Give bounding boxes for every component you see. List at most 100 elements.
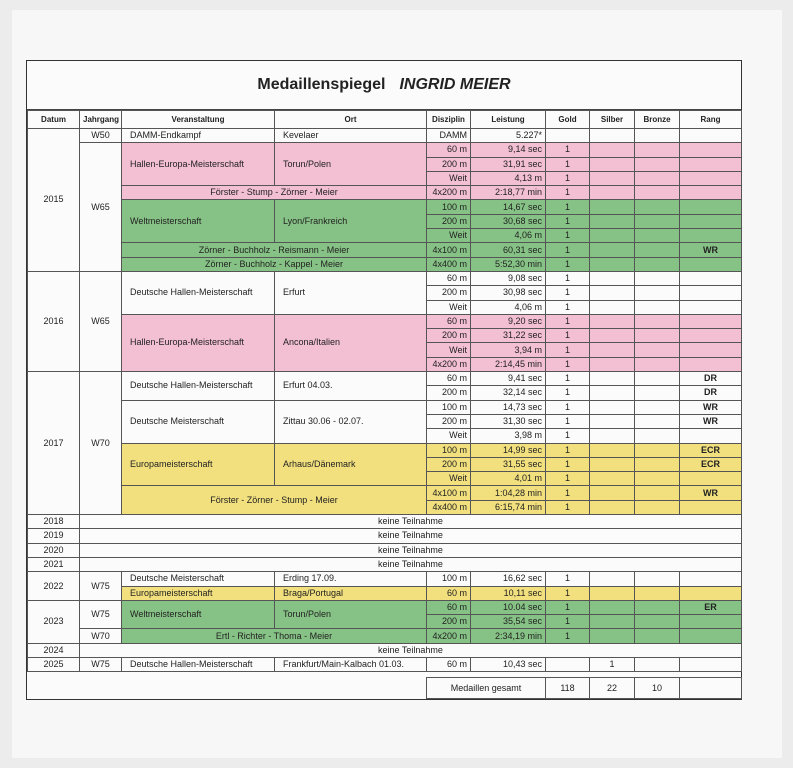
leistung-cell: 9,41 sec: [470, 371, 546, 387]
datum-cell: 2023: [27, 599, 80, 644]
gold-cell: 1: [545, 270, 590, 287]
disziplin-cell: 60 m: [426, 270, 471, 287]
rang-cell: ECR: [679, 456, 742, 473]
datum-cell: 2022: [27, 571, 80, 601]
bronze-cell: [634, 585, 680, 601]
result-row: Deutsche Meisterschaft Zittau 30.06 - 02.…: [28, 399, 742, 444]
silber-cell: [589, 356, 635, 373]
note-cell: keine Teilnahme: [79, 556, 742, 573]
bronze-cell: [634, 599, 680, 616]
result-row: 2022 W75 Deutsche Meisterschaft Erding 17.0…: [27, 571, 742, 601]
leistung-cell: 9,14 sec: [470, 142, 546, 158]
bronze-cell: [634, 628, 680, 644]
disziplin-cell: 4x100 m: [426, 242, 471, 258]
rang-cell: [679, 185, 742, 201]
ort-cell: Braga/Portugal: [274, 585, 427, 601]
silber-cell: 1: [589, 656, 635, 673]
bronze-cell: [634, 199, 680, 215]
athlete-name: INGRID MEIER: [399, 76, 511, 93]
rang-cell: [679, 356, 742, 373]
rang-cell: [679, 471, 742, 487]
leistung-cell: 31,91 sec: [470, 156, 546, 172]
jahrgang-cell: W65: [79, 270, 122, 373]
column-header: Datum: [27, 110, 80, 129]
gold-cell: 1: [545, 399, 590, 415]
silber-cell: [589, 170, 635, 187]
ort-cell: Frankfurt/Main-Kalbach 01.03.: [274, 656, 427, 673]
result-row: Weltmeisterschaft Lyon/Frankreich 100 m 14,…: [28, 199, 742, 244]
bronze-cell: [634, 285, 680, 301]
veranstaltung-cell: Deutsche Hallen-Meisterschaft: [121, 270, 275, 315]
ort-cell: Torun/Polen: [274, 599, 427, 630]
rang-cell: [679, 256, 742, 272]
disziplin-cell: Weit: [426, 299, 471, 315]
disziplin-cell: 4x200 m: [426, 628, 471, 644]
team-cell: Ertl - Richter - Thoma - Meier: [121, 628, 427, 644]
jahrgang-cell: W50: [79, 127, 122, 144]
rang-cell: [679, 127, 742, 144]
result-row: 200 m 31,22 sec 1: [28, 328, 742, 344]
silber-total: 22: [589, 677, 635, 700]
disziplin-cell: Weit: [426, 170, 471, 187]
result-row: 2016 W65 Deutsche Hallen-Meisterschaft Erfu…: [27, 270, 742, 373]
bronze-cell: [634, 614, 680, 630]
rang-cell: [679, 499, 742, 516]
rang-cell: [679, 228, 742, 244]
silber-cell: [589, 371, 635, 387]
silber-cell: [589, 313, 635, 330]
gold-cell: 1: [545, 428, 590, 444]
rang-cell: [679, 313, 742, 330]
leistung-cell: 10,11 sec: [470, 585, 546, 601]
rang-cell: [679, 299, 742, 315]
gold-cell: 1: [545, 199, 590, 215]
silber-cell: [589, 213, 635, 230]
gold-cell: 1: [545, 142, 590, 158]
note-cell: keine Teilnahme: [79, 542, 742, 558]
bronze-cell: [634, 342, 680, 358]
bronze-cell: [634, 485, 680, 501]
gold-cell: 1: [545, 285, 590, 301]
bronze-cell: [634, 413, 680, 430]
rang-cell: DR: [679, 385, 742, 401]
result-row: Zörner - Buchholz - Reismann - Meier 4x10…: [28, 242, 742, 258]
gold-cell: 1: [545, 571, 590, 587]
rang-cell: [679, 614, 742, 630]
gold-cell: 1: [545, 456, 590, 473]
leistung-cell: 31,22 sec: [470, 328, 546, 344]
disziplin-cell: 4x400 m: [426, 256, 471, 272]
rang-cell: [679, 285, 742, 301]
bronze-cell: [634, 242, 680, 258]
year-row: 2020 keine Teilnahme: [27, 542, 742, 558]
result-row: 200 m 30,68 sec 1: [28, 213, 742, 230]
blank-cell: [28, 678, 427, 699]
veranstaltung-cell: Deutsche Hallen-Meisterschaft: [121, 656, 275, 673]
disziplin-cell: 200 m: [426, 614, 471, 630]
result-row: 200 m 31,30 sec 1 WR: [28, 413, 742, 430]
datum-cell: 2025: [27, 656, 80, 673]
silber-cell: [589, 299, 635, 315]
silber-cell: [589, 628, 635, 644]
result-row: 4x200 m 2:14,45 min 1: [28, 356, 742, 373]
rang-cell: [679, 270, 742, 287]
rang-cell: WR: [679, 399, 742, 415]
datum-cell: 2019: [27, 528, 80, 544]
leistung-cell: 31,30 sec: [470, 413, 546, 430]
column-header: Jahrgang: [79, 110, 122, 129]
gold-cell: 1: [545, 299, 590, 315]
disziplin-cell: Weit: [426, 342, 471, 358]
veranstaltung-cell: Deutsche Hallen-Meisterschaft: [121, 371, 275, 401]
result-row: 200 m 31,55 sec 1 ECR: [28, 456, 742, 473]
result-row: Hallen-Europa-Meisterschaft Ancona/Italie…: [28, 313, 742, 373]
rang-cell: WR: [679, 413, 742, 430]
veranstaltung-cell: Weltmeisterschaft: [121, 199, 275, 244]
result-row: Zörner - Buchholz - Kappel - Meier 4x400 …: [28, 256, 742, 272]
leistung-cell: 35,54 sec: [470, 614, 546, 630]
datum-cell: 2018: [27, 514, 80, 530]
bronze-cell: [634, 313, 680, 330]
rang-cell: [679, 213, 742, 230]
disziplin-cell: 4x400 m: [426, 499, 471, 516]
bronze-cell: [634, 213, 680, 230]
disziplin-cell: 4x200 m: [426, 356, 471, 373]
leistung-cell: 5:52,30 min: [470, 256, 546, 272]
